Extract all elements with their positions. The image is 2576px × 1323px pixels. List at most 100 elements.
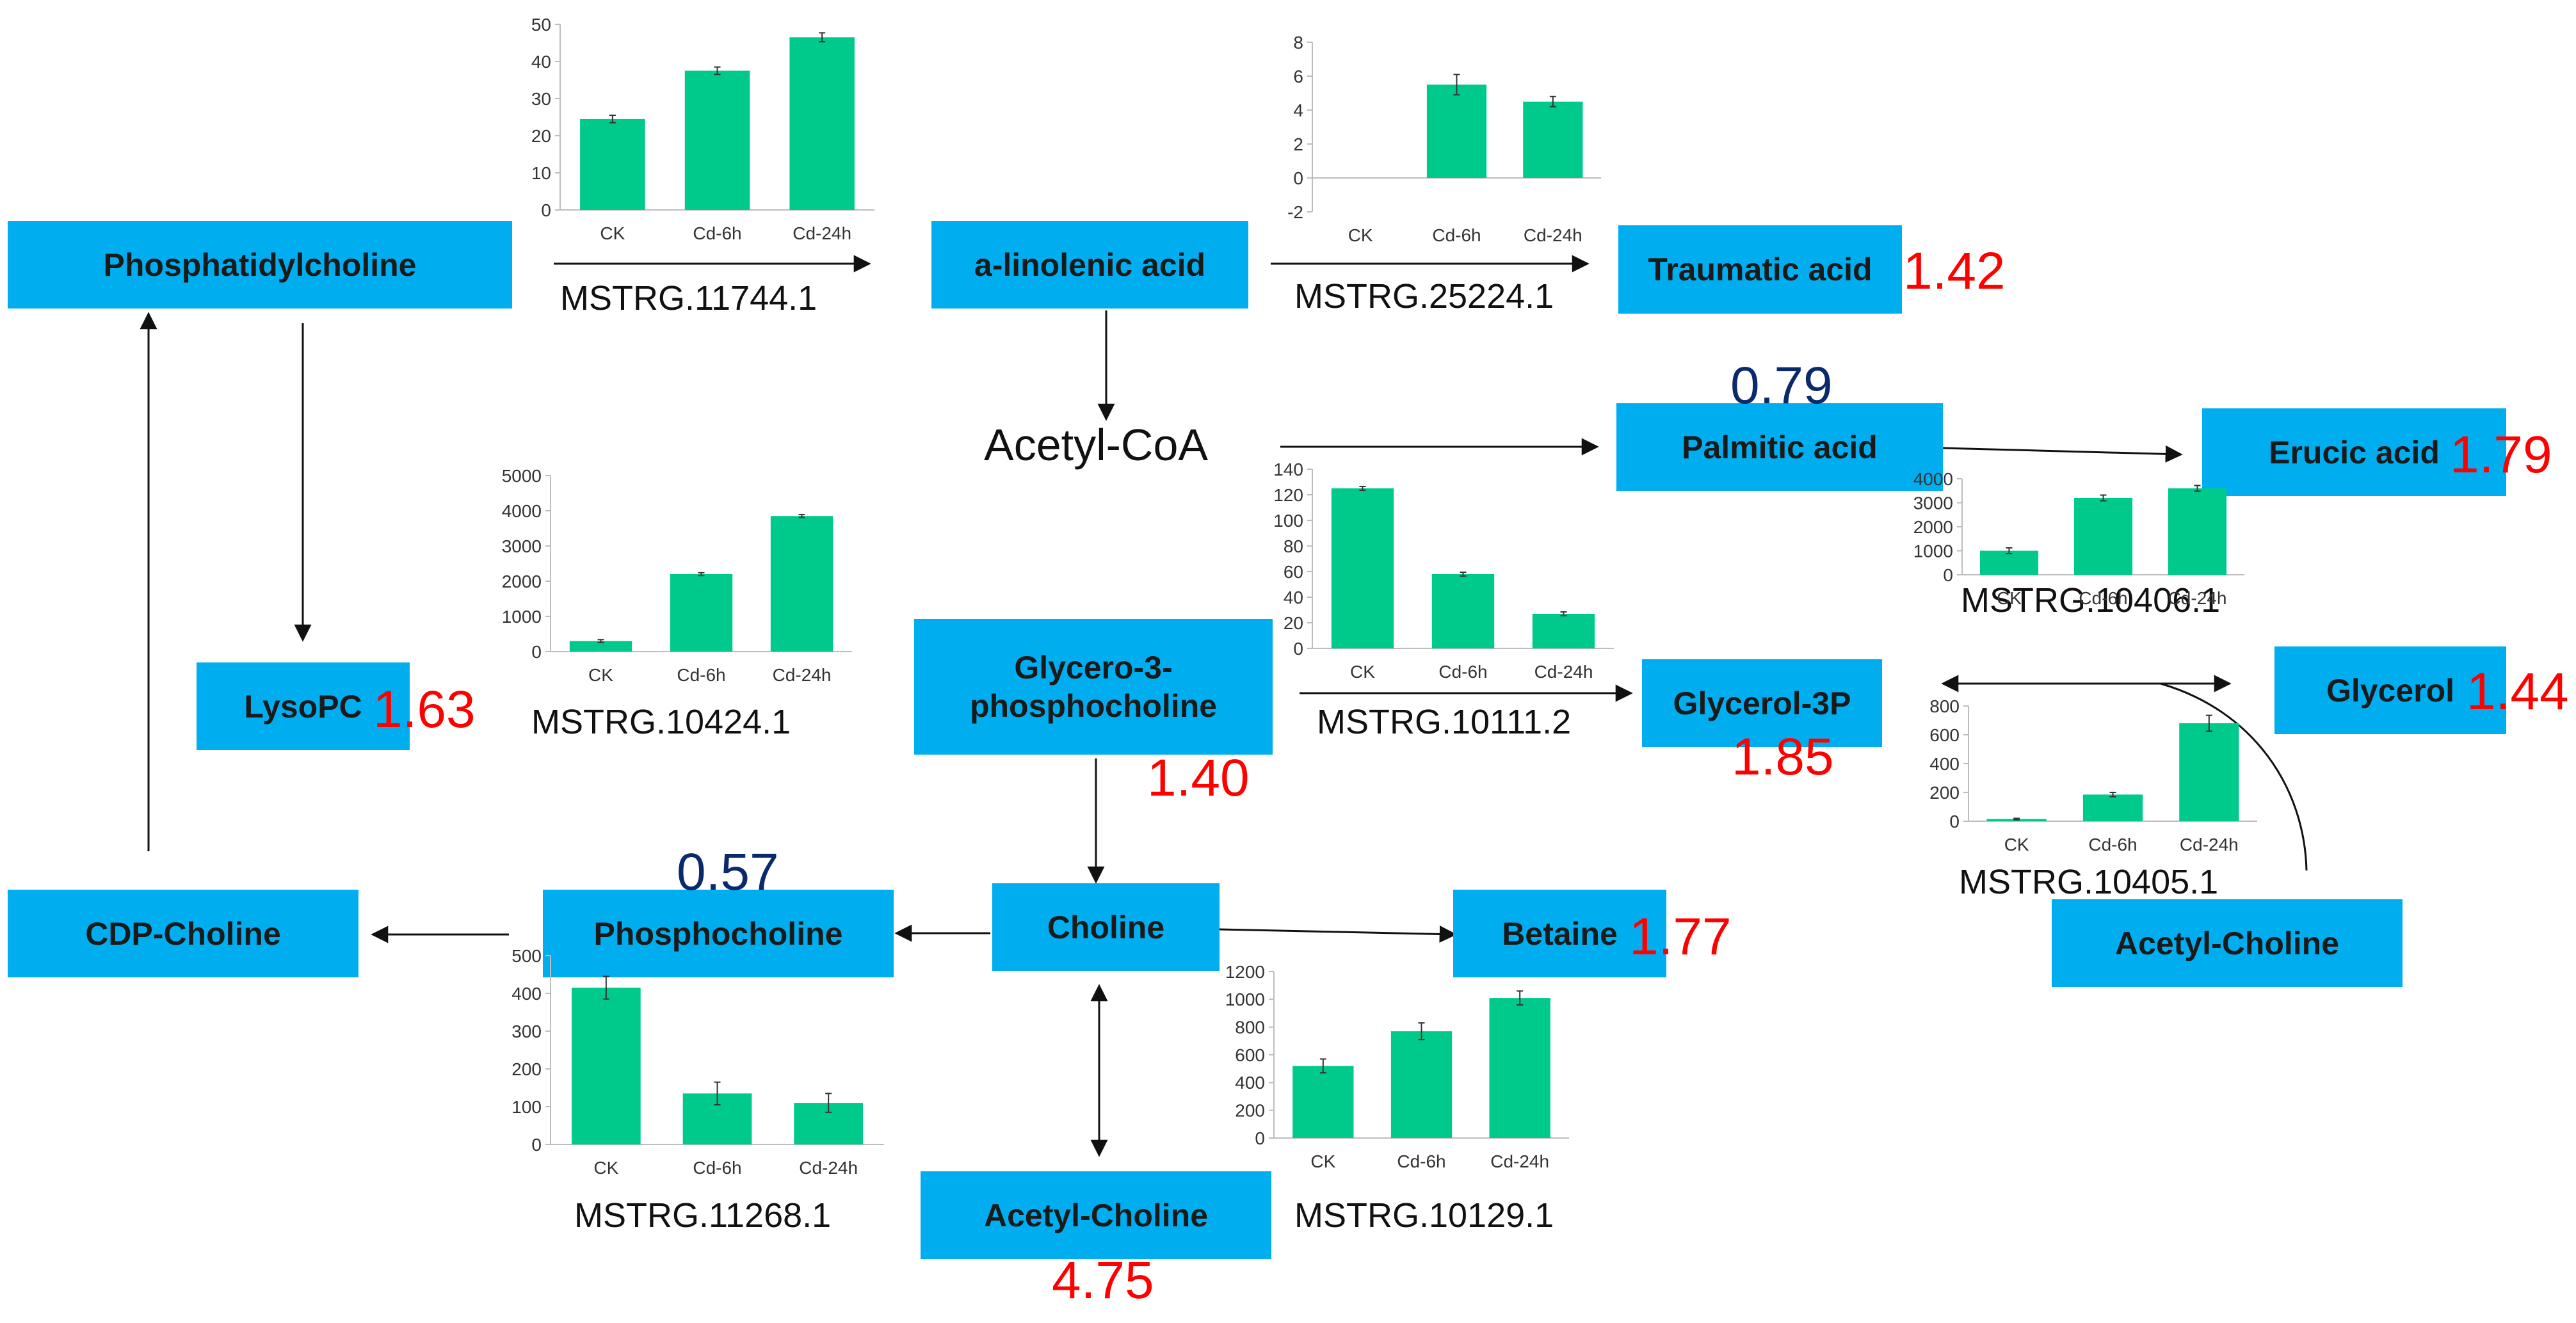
chart-x-tick-label: Cd-6h bbox=[2088, 835, 2137, 854]
chart-y-tick-label: 800 bbox=[1929, 696, 1960, 716]
node-a-linolenic-acid: a-linolenic acid bbox=[931, 221, 1248, 309]
chart-y-tick-label: 60 bbox=[1284, 562, 1303, 582]
chart-y-tick-label: 20 bbox=[531, 126, 551, 146]
chart-x-tick-label: Cd-6h bbox=[677, 665, 725, 685]
node-glycerol-3p: Glycerol-3P bbox=[1642, 659, 1882, 747]
gene-label-mstrg-10424-1: MSTRG.10424.1 bbox=[531, 703, 791, 741]
chart-x-tick-label: CK bbox=[600, 223, 625, 243]
metabolite-acetyl-coa: Acetyl-CoA bbox=[984, 420, 1209, 470]
chart-bar bbox=[670, 574, 733, 652]
chart-y-tick-label: 1200 bbox=[1225, 962, 1265, 982]
chart-y-tick-label: 0 bbox=[531, 1135, 542, 1155]
chart-y-tick-label: 0 bbox=[1943, 565, 1953, 585]
chart-y-tick-label: 600 bbox=[1235, 1045, 1265, 1065]
chart-bar bbox=[571, 988, 641, 1144]
chart-bar bbox=[789, 37, 855, 211]
chart-x-tick-label: Cd-24h bbox=[2168, 588, 2227, 608]
chart-y-tick-label: 3000 bbox=[1913, 493, 1953, 513]
chart-y-tick-label: 100 bbox=[1273, 511, 1303, 531]
chart-x-tick-label: Cd-6h bbox=[693, 1158, 741, 1178]
chart-y-tick-label: 1000 bbox=[502, 607, 542, 627]
gene-label-mstrg-11744-1: MSTRG.11744.1 bbox=[560, 279, 817, 317]
chart-y-tick-label: 200 bbox=[1929, 783, 1960, 803]
chart-y-tick-label: 200 bbox=[511, 1059, 542, 1079]
chart-x-tick-label: CK bbox=[1310, 1151, 1335, 1171]
chart-x-tick-label: Cd-24h bbox=[799, 1158, 858, 1178]
chart-y-tick-label: 4000 bbox=[1913, 469, 1953, 489]
chart-x-tick-label: CK bbox=[1348, 225, 1373, 245]
fold-change-erucic: 1.79 bbox=[2450, 426, 2552, 484]
chart-y-tick-label: 3000 bbox=[502, 536, 542, 556]
chart-y-tick-label: 40 bbox=[1284, 588, 1303, 607]
node-phosphatidylcholine: Phosphatidylcholine bbox=[8, 221, 512, 309]
chart-x-tick-label: Cd-6h bbox=[1432, 225, 1481, 245]
chart-bar bbox=[1532, 614, 1595, 648]
bar-chart-mstrg-10424-1: 0 1000 2000 3000 4000 5000 CK Cd-6h Cd-24h bbox=[502, 466, 852, 685]
chart-bar bbox=[569, 641, 632, 652]
chart-x-tick-label: CK bbox=[593, 1158, 618, 1178]
fold-change-acetyl-choline: 4.75 bbox=[1052, 1251, 1154, 1310]
chart-bar bbox=[1979, 550, 2039, 575]
chart-bar bbox=[2073, 498, 2133, 575]
chart-bar bbox=[684, 70, 750, 210]
chart-x-tick-label: Cd-6h bbox=[1397, 1151, 1445, 1171]
arrow-palmitic-to-erucic bbox=[1942, 445, 2183, 463]
chart-bar bbox=[2082, 794, 2143, 821]
chart-y-tick-label: 4000 bbox=[502, 501, 542, 521]
chart-y-tick-label: 100 bbox=[511, 1097, 542, 1117]
chart-x-tick-label: Cd-24h bbox=[793, 223, 851, 243]
chart-y-tick-label: 8 bbox=[1293, 33, 1303, 52]
chart-y-tick-label: 5000 bbox=[502, 466, 542, 486]
chart-x-tick-label: Cd-24h bbox=[1534, 662, 1593, 682]
bar-chart-mstrg-10111-2: 0 20 40 60 80 100 120 140 CK Cd-6h Cd-24h bbox=[1273, 460, 1614, 682]
chart-bar bbox=[1292, 1066, 1354, 1138]
chart-y-tick-label: 600 bbox=[1929, 725, 1960, 745]
chart-y-tick-label: 2000 bbox=[1913, 517, 1953, 537]
chart-y-tick-label: 0 bbox=[1293, 168, 1303, 188]
chart-y-tick-label: 400 bbox=[1235, 1073, 1265, 1093]
bar-chart-mstrg-10405-1: 0 200 400 600 800 CK Cd-6h Cd-24h bbox=[1929, 696, 2257, 854]
chart-bar bbox=[1523, 101, 1583, 178]
bar-chart-mstrg-10129-1: 0 200 400 600 800 1000 1200 CK Cd-6h Cd-24h bbox=[1225, 962, 1569, 1171]
node-erucic-acid: Erucic acid bbox=[2202, 408, 2506, 496]
chart-y-tick-label: -2 bbox=[1287, 202, 1303, 222]
node-lysopc: LysoPC bbox=[197, 662, 410, 750]
node-cdp-choline: CDP-Choline bbox=[8, 890, 358, 977]
chart-x-tick-label: CK bbox=[1997, 588, 2022, 608]
fold-change-glycerol: 1.44 bbox=[2467, 662, 2569, 721]
chart-y-tick-label: 2000 bbox=[502, 572, 542, 591]
chart-y-tick-label: 1000 bbox=[1225, 990, 1265, 1009]
gene-label-mstrg-25224-1: MSTRG.25224.1 bbox=[1294, 277, 1554, 316]
chart-bar bbox=[1489, 998, 1550, 1138]
chart-y-tick-label: 200 bbox=[1235, 1100, 1265, 1120]
arrow-acetylcholine-to-glycerol bbox=[2160, 682, 2308, 871]
node-glycerol: Glycerol bbox=[2274, 646, 2506, 734]
chart-x-tick-label: Cd-24h bbox=[2180, 835, 2239, 854]
fold-change-traumatic: 1.42 bbox=[1903, 242, 2006, 300]
chart-y-tick-label: 30 bbox=[531, 89, 551, 109]
chart-y-tick-label: 0 bbox=[541, 200, 551, 220]
chart-y-tick-label: 0 bbox=[1255, 1128, 1265, 1148]
chart-y-tick-label: 20 bbox=[1284, 613, 1303, 633]
bar-chart-mstrg-25224-1: -2 0 2 4 6 8 CK Cd-6h Cd-24h bbox=[1287, 33, 1601, 245]
chart-y-tick-label: 80 bbox=[1284, 536, 1303, 556]
chart-bar bbox=[1426, 84, 1487, 178]
chart-y-tick-label: 400 bbox=[1929, 754, 1960, 774]
node-acetyl-choline-bottom: Acetyl-Choline bbox=[921, 1171, 1271, 1259]
bar-chart-mstrg-11268-1: 0 100 200 300 400 500 CK Cd-6h Cd-24h bbox=[511, 946, 884, 1178]
node-phosphocholine: Phosphocholine bbox=[543, 890, 894, 977]
chart-y-tick-label: 1000 bbox=[1913, 541, 1953, 561]
gene-label-mstrg-11268-1: MSTRG.11268.1 bbox=[574, 1196, 832, 1235]
fold-change-palmitic: 0.79 bbox=[1730, 357, 1833, 415]
bar-chart-mstrg-11744-1: 0 10 20 30 40 50 CK Cd-6h Cd-24h bbox=[531, 15, 874, 243]
node-palmitic-acid: Palmitic acid bbox=[1616, 403, 1943, 491]
bar-chart-mstrg-10406-1: 0 1000 2000 3000 4000 CK Cd-6h Cd-24h bbox=[1913, 469, 2244, 608]
chart-y-tick-label: 10 bbox=[531, 163, 551, 183]
chart-y-tick-label: 4 bbox=[1293, 100, 1303, 120]
fold-change-glycero-3-phosphocholine: 1.40 bbox=[1147, 749, 1250, 807]
chart-y-tick-label: 0 bbox=[1949, 812, 1960, 831]
chart-bar bbox=[1390, 1031, 1453, 1138]
chart-y-tick-label: 0 bbox=[531, 642, 542, 662]
chart-y-tick-label: 400 bbox=[511, 984, 542, 1004]
